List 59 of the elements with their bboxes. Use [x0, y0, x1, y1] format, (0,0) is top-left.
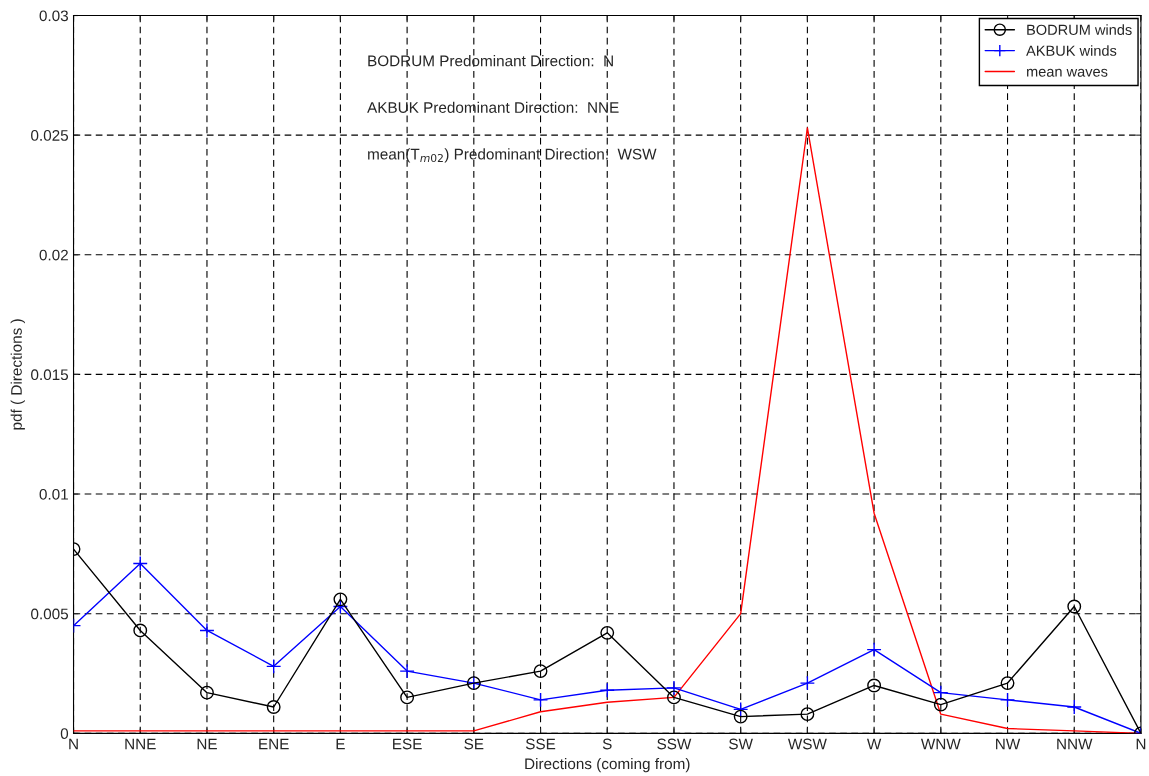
legend-label: mean waves [1027, 68, 1108, 77]
x-tick-label: SE [464, 738, 484, 750]
x-tick-label: WNW [920, 738, 961, 750]
y-axis-title: pdf ( Directions ) [10, 319, 25, 430]
annotation: mean(T$_{m02}$) Predominant Direction: WSW [368, 148, 657, 163]
point [532, 692, 549, 708]
x-tick-label: S [602, 738, 612, 750]
x-tick-label: NW [996, 738, 1021, 750]
x-tick-label: SW [729, 738, 753, 750]
annotation: BODRUM Predominant Direction: N [368, 55, 613, 67]
point [133, 623, 148, 638]
y-tick-label: 0 [60, 728, 69, 740]
point [733, 709, 748, 724]
x-tick-label: NNE [125, 738, 156, 750]
point [399, 663, 415, 679]
point [332, 598, 349, 615]
x-tick-label: ENE [259, 738, 289, 750]
x-axis-title: Directions (coming from) [525, 757, 690, 773]
y-tick-label: 0.02 [39, 249, 68, 261]
point [600, 625, 615, 640]
y-tick-label: 0.01 [39, 488, 68, 500]
point [1067, 599, 1082, 614]
point [599, 682, 615, 698]
point [1000, 676, 1015, 691]
point [266, 700, 281, 714]
x-tick-label: SSE [525, 738, 556, 750]
point [933, 685, 949, 701]
point [333, 592, 348, 607]
x-tick-label: N [1136, 738, 1146, 750]
point [800, 707, 815, 722]
point [400, 690, 415, 705]
x-tick-label: NE [197, 738, 217, 750]
point [199, 622, 215, 639]
x-tick-label: SSW [657, 738, 692, 750]
point [266, 658, 282, 674]
x-tick-label: ESE [393, 738, 422, 750]
point [733, 701, 749, 718]
legend-label: BODRUM winds [1027, 24, 1132, 35]
legend-label: AKBUK winds [1026, 45, 1117, 56]
x-tick-label: W [866, 738, 882, 750]
y-tick-label: 0.005 [31, 608, 69, 620]
point [132, 555, 148, 572]
x-tick-label: WSW [787, 738, 827, 750]
point [533, 664, 548, 679]
x-tick-label: NNW [1057, 738, 1093, 750]
x-tick-label: E [336, 738, 345, 750]
point [666, 680, 682, 696]
y-tick-label: 0.025 [31, 130, 69, 141]
point [667, 690, 681, 705]
point [866, 641, 882, 658]
y-tick-label: 0.03 [39, 10, 69, 22]
point [200, 685, 214, 700]
point [799, 675, 816, 691]
point [999, 692, 1016, 708]
y-tick-label: 0.015 [31, 369, 69, 381]
point [867, 678, 882, 693]
point [1066, 699, 1082, 715]
point [933, 697, 948, 712]
x-tick-label: N [69, 738, 78, 750]
